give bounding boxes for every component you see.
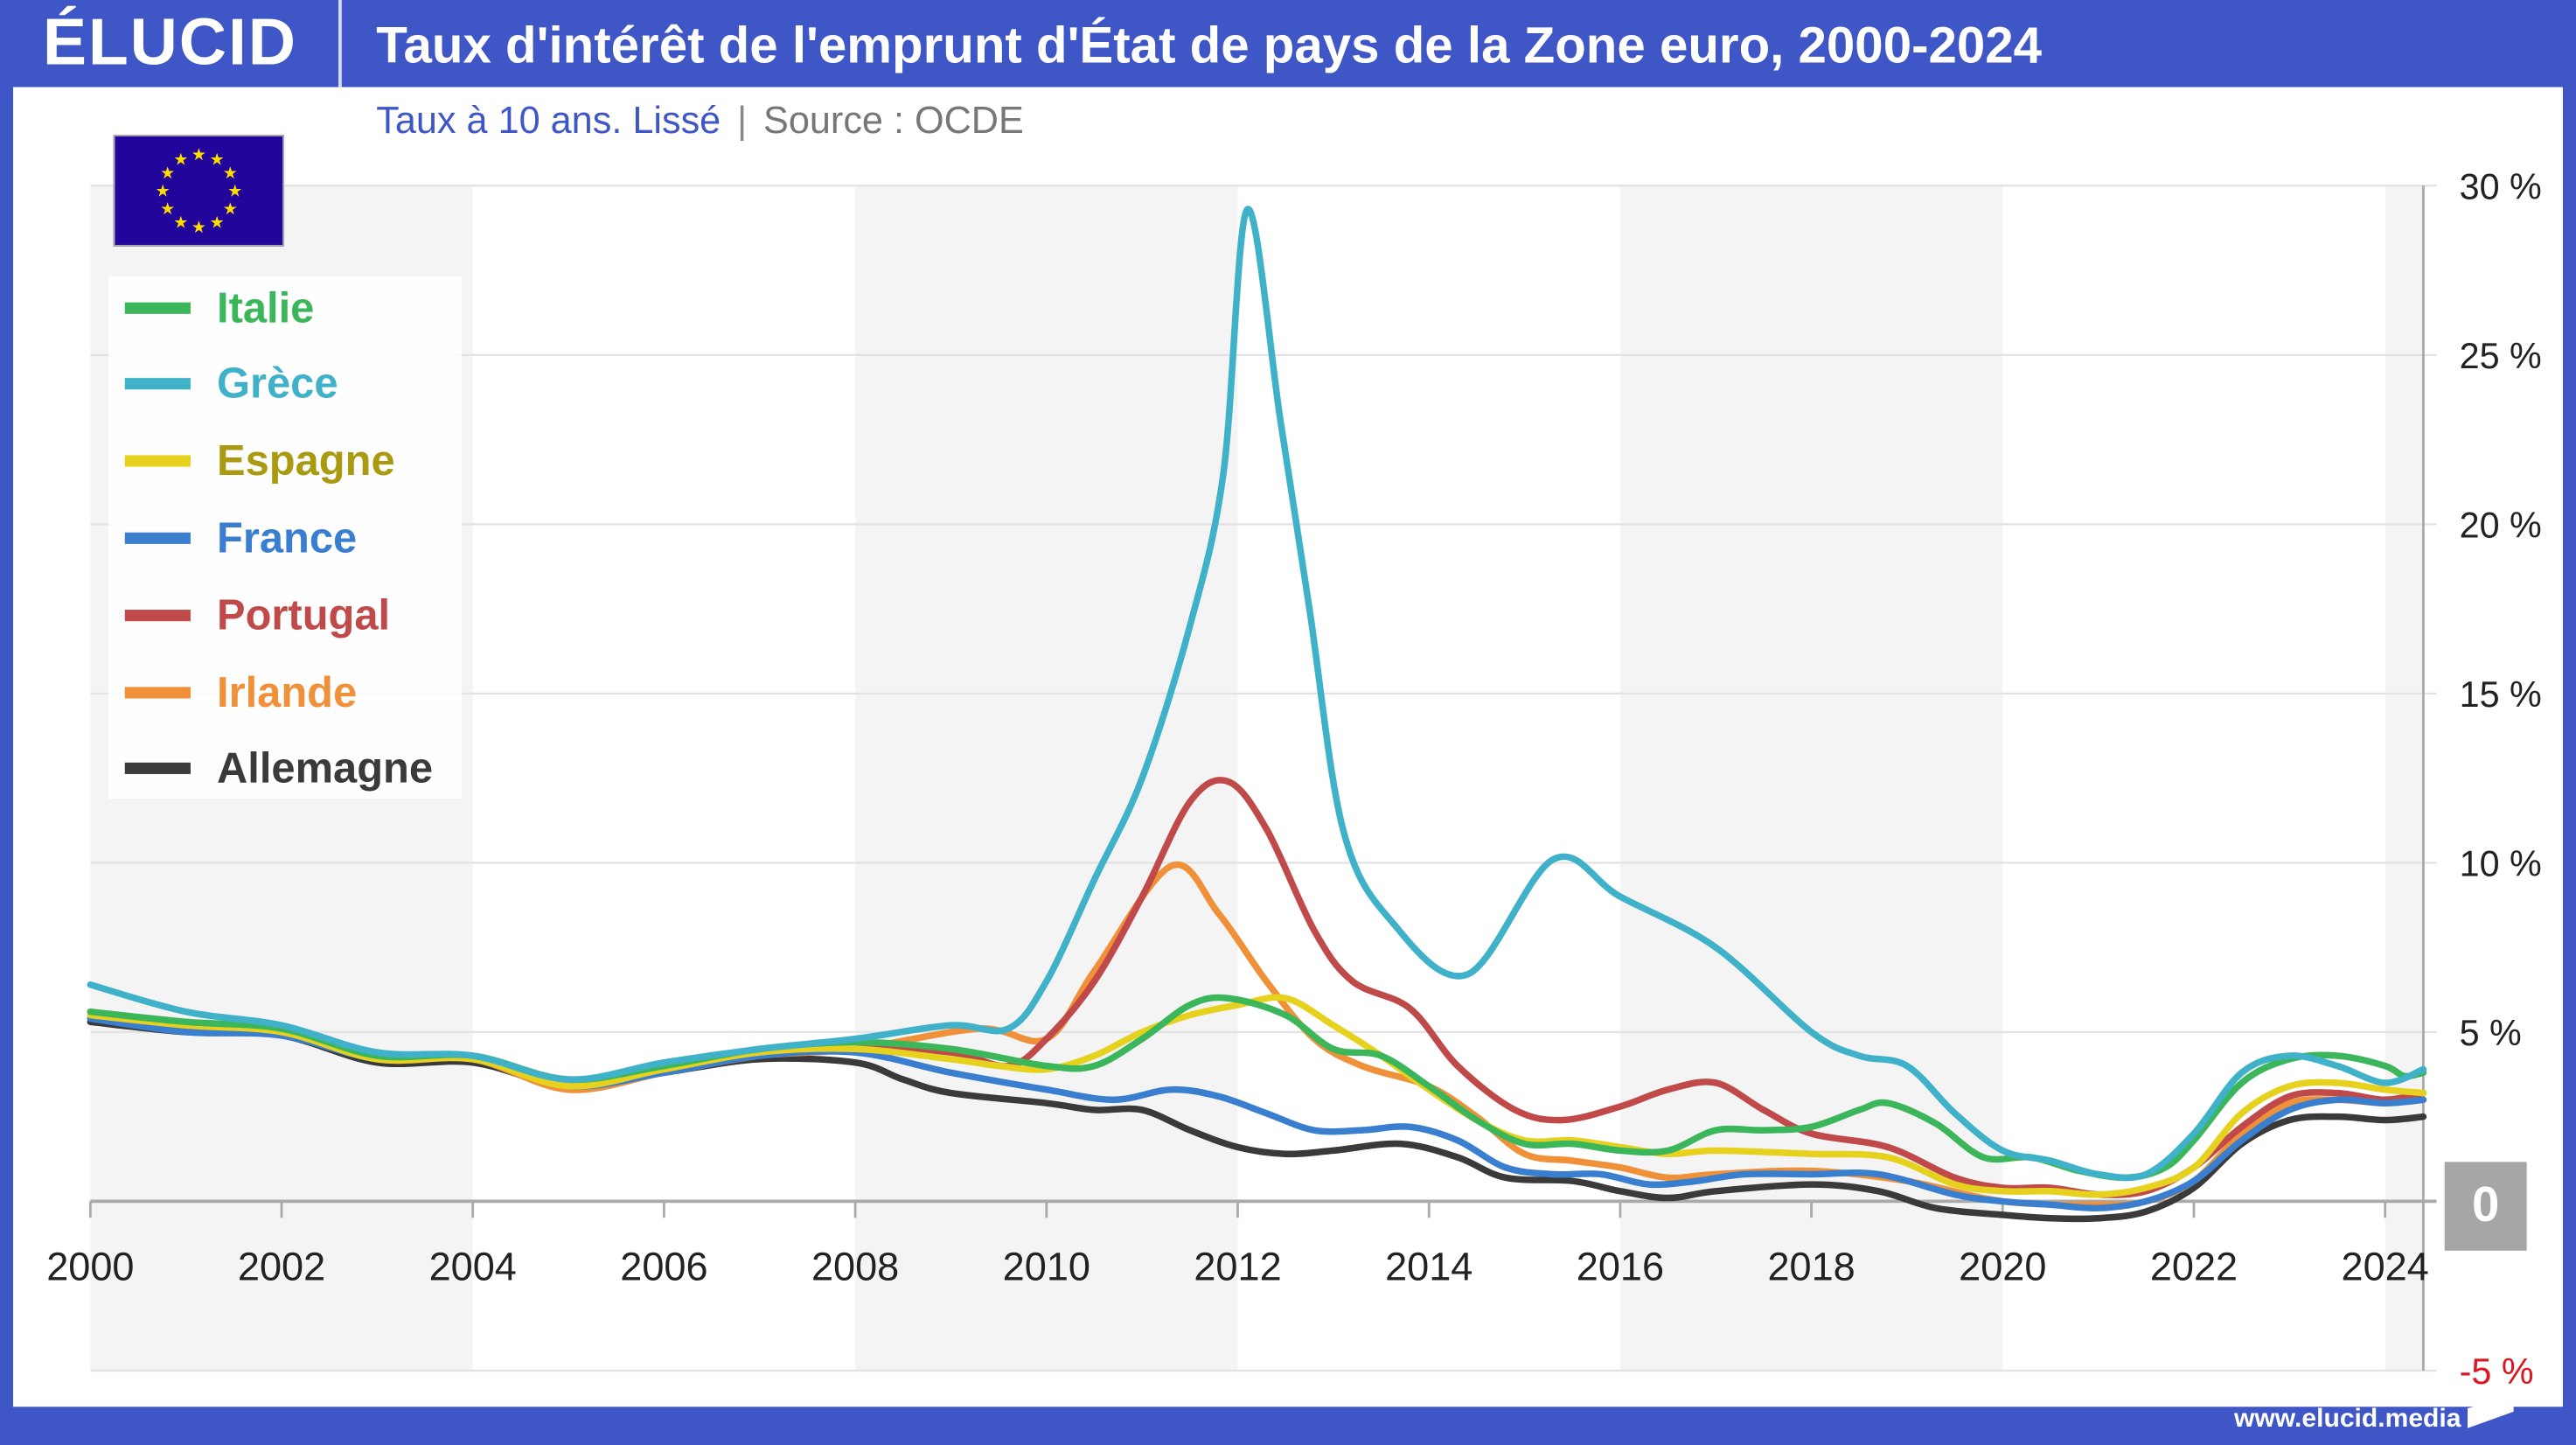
- star-icon: ★: [160, 164, 175, 182]
- subtitle-separator: |: [737, 98, 748, 142]
- x-tick-label: 2016: [1577, 1245, 1664, 1289]
- y-tick-label: 30 %: [2460, 166, 2542, 206]
- x-tick-label: 2008: [811, 1245, 899, 1289]
- star-icon: ★: [191, 218, 206, 236]
- legend-item: France: [124, 512, 358, 562]
- legend-swatch: [124, 532, 191, 544]
- star-icon: ★: [223, 199, 238, 218]
- legend-swatch: [124, 378, 191, 390]
- y-tick-label: -5 %: [2460, 1351, 2534, 1392]
- legend-label: Irlande: [217, 666, 358, 716]
- x-tick-label: 2014: [1385, 1245, 1472, 1289]
- page-corner-icon: [2468, 1395, 2514, 1428]
- x-tick-label: 2002: [238, 1245, 325, 1289]
- x-tick-label: 2022: [2150, 1245, 2238, 1289]
- star-icon: ★: [210, 213, 225, 231]
- star-icon: ★: [173, 150, 188, 169]
- legend-label: Allemagne: [217, 743, 434, 793]
- legend: Italie Grèce Espagne France Portugal Irlande A…: [108, 276, 462, 799]
- legend-swatch: [124, 763, 191, 775]
- legend-label: France: [217, 512, 358, 562]
- x-tick-label: 2010: [1003, 1245, 1090, 1289]
- y-tick-label: 10 %: [2460, 843, 2542, 883]
- background-band: [855, 185, 1238, 1371]
- x-tick-label: 2018: [1767, 1245, 1855, 1289]
- y-tick-label: 20 %: [2460, 505, 2542, 545]
- star-icon: ★: [223, 164, 238, 182]
- x-tick-label: 2000: [46, 1245, 134, 1289]
- x-tick-label: 2020: [1959, 1245, 2046, 1289]
- x-tick-label: 2024: [2342, 1245, 2429, 1289]
- x-tick-label: 2004: [429, 1245, 517, 1289]
- background-band: [2385, 185, 2424, 1371]
- legend-label: Espagne: [217, 436, 395, 485]
- legend-swatch: [124, 609, 191, 621]
- legend-swatch: [124, 301, 191, 313]
- x-tick-label: 2006: [620, 1245, 707, 1289]
- star-icon: ★: [210, 150, 225, 169]
- y-tick-label: 25 %: [2460, 336, 2542, 376]
- y-tick-label: 15 %: [2460, 674, 2542, 715]
- eu-flag-icon: ★ ★ ★ ★ ★ ★ ★ ★ ★ ★ ★ ★: [113, 135, 285, 247]
- source-text: Source : OCDE: [763, 98, 1024, 142]
- elucid-logo: ÉLUCID: [42, 6, 297, 80]
- header-divider: [338, 0, 342, 87]
- chart-title: Taux d'intérêt de l'emprunt d'État de pa…: [376, 16, 2043, 74]
- star-icon: ★: [191, 145, 206, 164]
- website-url[interactable]: www.elucid.media: [2234, 1405, 2461, 1434]
- x-tick-label: 2012: [1194, 1245, 1281, 1289]
- subtitle-text: Taux à 10 ans. Lissé: [376, 98, 721, 142]
- zero-badge: 0: [2444, 1162, 2527, 1251]
- legend-item: Grèce: [124, 359, 338, 408]
- legend-item: Portugal: [124, 589, 391, 639]
- y-tick-label: 5 %: [2460, 1013, 2522, 1053]
- legend-swatch: [124, 455, 191, 467]
- legend-swatch: [124, 686, 191, 698]
- legend-item: Allemagne: [124, 743, 434, 793]
- chart-subtitle: Taux à 10 ans. Lissé | Source : OCDE: [376, 99, 1024, 143]
- legend-item: Italie: [124, 282, 315, 332]
- legend-label: Grèce: [217, 359, 338, 408]
- series-line-grèce: [87, 206, 2427, 1182]
- star-icon: ★: [227, 182, 242, 200]
- legend-label: Portugal: [217, 589, 391, 639]
- legend-label: Italie: [217, 282, 315, 332]
- star-icon: ★: [173, 213, 188, 231]
- legend-item: Irlande: [124, 666, 358, 716]
- star-icon: ★: [160, 199, 175, 218]
- legend-item: Espagne: [124, 436, 395, 485]
- star-icon: ★: [156, 182, 171, 200]
